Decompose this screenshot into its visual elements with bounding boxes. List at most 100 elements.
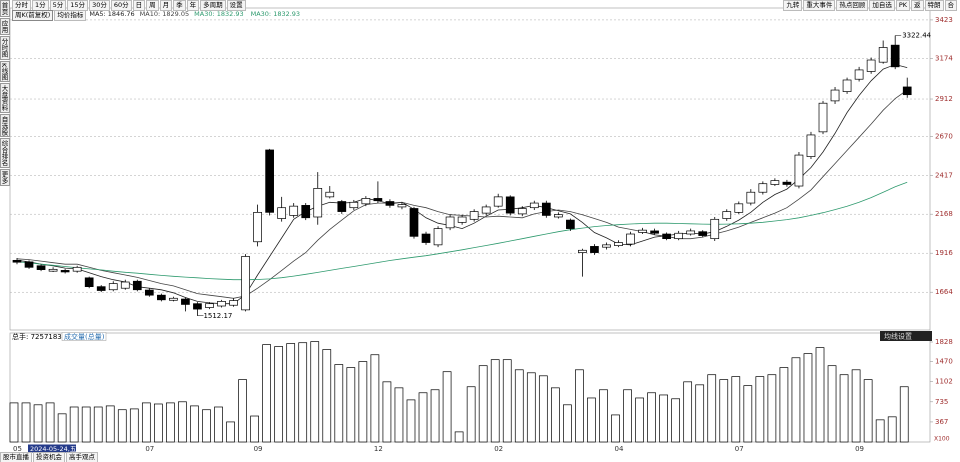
y-tick-label: 1102: [935, 378, 953, 386]
sidebar: 首页 应用 分时图 K线图 大盘资料 自选股 综合排名 更多: [0, 0, 10, 230]
volume-bar: [671, 398, 681, 443]
y-tick-label: 3423: [935, 16, 953, 24]
volume-bar: [755, 376, 765, 443]
volume-bar: [178, 401, 187, 443]
volume-bar: [490, 359, 500, 443]
y-tick-label: 1828: [935, 338, 953, 346]
candle-body: [710, 218, 720, 240]
side-tab[interactable]: 更多: [0, 169, 10, 187]
x-tick-label: 09: [855, 445, 864, 453]
period-button[interactable]: 设置: [226, 0, 246, 11]
candle-body: [157, 294, 166, 301]
volume-bar: [538, 375, 548, 443]
candle-body: [409, 208, 419, 237]
period[interactable]: 周K(前复权): [12, 10, 54, 21]
volume-bar: [346, 367, 356, 443]
volume-bar: [286, 343, 296, 443]
bottom-tab[interactable]: 高手观点: [66, 452, 98, 462]
annotation: 1512.17: [203, 312, 232, 320]
candle-body: [818, 102, 828, 133]
side-tab[interactable]: 大盘资料: [0, 82, 10, 113]
chart-header: 周K(前复权) 均价指标 MA5: 1846.76 MA10: 1829.05 MA…: [12, 10, 300, 21]
y-tick-label: 2912: [935, 95, 953, 103]
volume-bar: [274, 346, 284, 443]
volume-bar: [478, 365, 488, 443]
candle-body: [337, 201, 347, 212]
y-tick-label: 3174: [935, 54, 953, 62]
volume-bar: [442, 371, 452, 443]
tool-button[interactable]: 热点回顾: [836, 0, 869, 11]
candle-body: [181, 298, 190, 305]
volume-bar: [322, 349, 332, 443]
period-button[interactable]: 多周期: [200, 0, 226, 11]
volume-bar: [141, 402, 151, 443]
volume-bar: [93, 406, 103, 443]
candle-body: [96, 286, 106, 291]
y-unit: X100: [934, 436, 950, 443]
volume-bar: [406, 399, 416, 443]
tool-button[interactable]: 特朗: [924, 0, 944, 11]
volume-bar: [190, 405, 199, 443]
volume-bar: [743, 385, 753, 443]
candle-body: [638, 229, 647, 233]
volume-bar: [21, 402, 31, 443]
period-button[interactable]: 30分: [89, 0, 110, 11]
volume-bar: [863, 379, 873, 443]
tool-button[interactable]: 重大事件: [803, 0, 836, 11]
volume-bar: [887, 416, 897, 443]
tool-button[interactable]: 加自选: [869, 0, 895, 11]
tool-button[interactable]: 返: [911, 0, 924, 11]
y-tick-label: 2417: [935, 172, 953, 180]
volume-bar: [81, 406, 91, 443]
side-tab[interactable]: 首页: [0, 0, 10, 17]
tool-button[interactable]: 九转: [783, 0, 803, 11]
volume-bar: [430, 389, 440, 443]
volume-bar: [791, 357, 801, 443]
period-button[interactable]: 日: [132, 0, 146, 11]
candle-body: [60, 270, 70, 273]
indicator[interactable]: 均价指标: [54, 10, 87, 21]
volume-button[interactable]: 均线设置: [884, 332, 912, 341]
candle-body: [205, 303, 214, 308]
period-button[interactable]: 月: [159, 0, 173, 11]
volume-bar: [250, 415, 259, 443]
candle-body: [445, 216, 455, 229]
bottom-tab[interactable]: 投资机会: [33, 452, 65, 462]
side-tab[interactable]: 自选股: [0, 113, 10, 138]
candle-body: [349, 201, 359, 209]
x-tick-label: 09: [254, 445, 263, 453]
volume-bar: [719, 379, 729, 443]
candle-body: [650, 230, 659, 234]
candle-body: [770, 180, 780, 185]
volume-bar: [105, 405, 115, 443]
indicator-box: [61, 332, 107, 341]
volume-bar: [611, 414, 620, 443]
side-tab[interactable]: 应用: [0, 18, 10, 35]
toolbar: 分时 1分 5分 15分 30分 60分日周月季年多周期 设置: [12, 0, 247, 11]
period-button[interactable]: 年: [186, 0, 200, 11]
period-button[interactable]: 60分: [110, 0, 132, 11]
side-tab[interactable]: K线图: [0, 60, 10, 82]
price-pane: [9, 7, 931, 331]
side-tab[interactable]: 综合排名: [0, 138, 10, 169]
tool-button[interactable]: PK: [895, 0, 910, 11]
candle-body: [854, 69, 864, 80]
tool-button[interactable]: 合: [944, 0, 957, 11]
side-tab[interactable]: 分时图: [0, 36, 10, 60]
volume-bar: [599, 389, 608, 443]
candle-body: [457, 216, 467, 223]
volume-bar: [647, 392, 656, 443]
period-button[interactable]: 周: [146, 0, 159, 11]
volume-bar: [851, 369, 861, 443]
candle-body: [553, 214, 563, 218]
candle-body: [313, 188, 323, 218]
candle-body: [698, 231, 708, 236]
candle-body: [253, 211, 262, 243]
annotation: 3322.44: [902, 32, 931, 40]
candle-body: [842, 79, 852, 92]
y-tick-label: 1916: [935, 249, 953, 257]
bottom-tab[interactable]: 股市直播: [0, 452, 32, 462]
period-button[interactable]: 季: [173, 0, 186, 11]
candle-body: [421, 233, 431, 243]
volume-bar: [526, 372, 536, 443]
